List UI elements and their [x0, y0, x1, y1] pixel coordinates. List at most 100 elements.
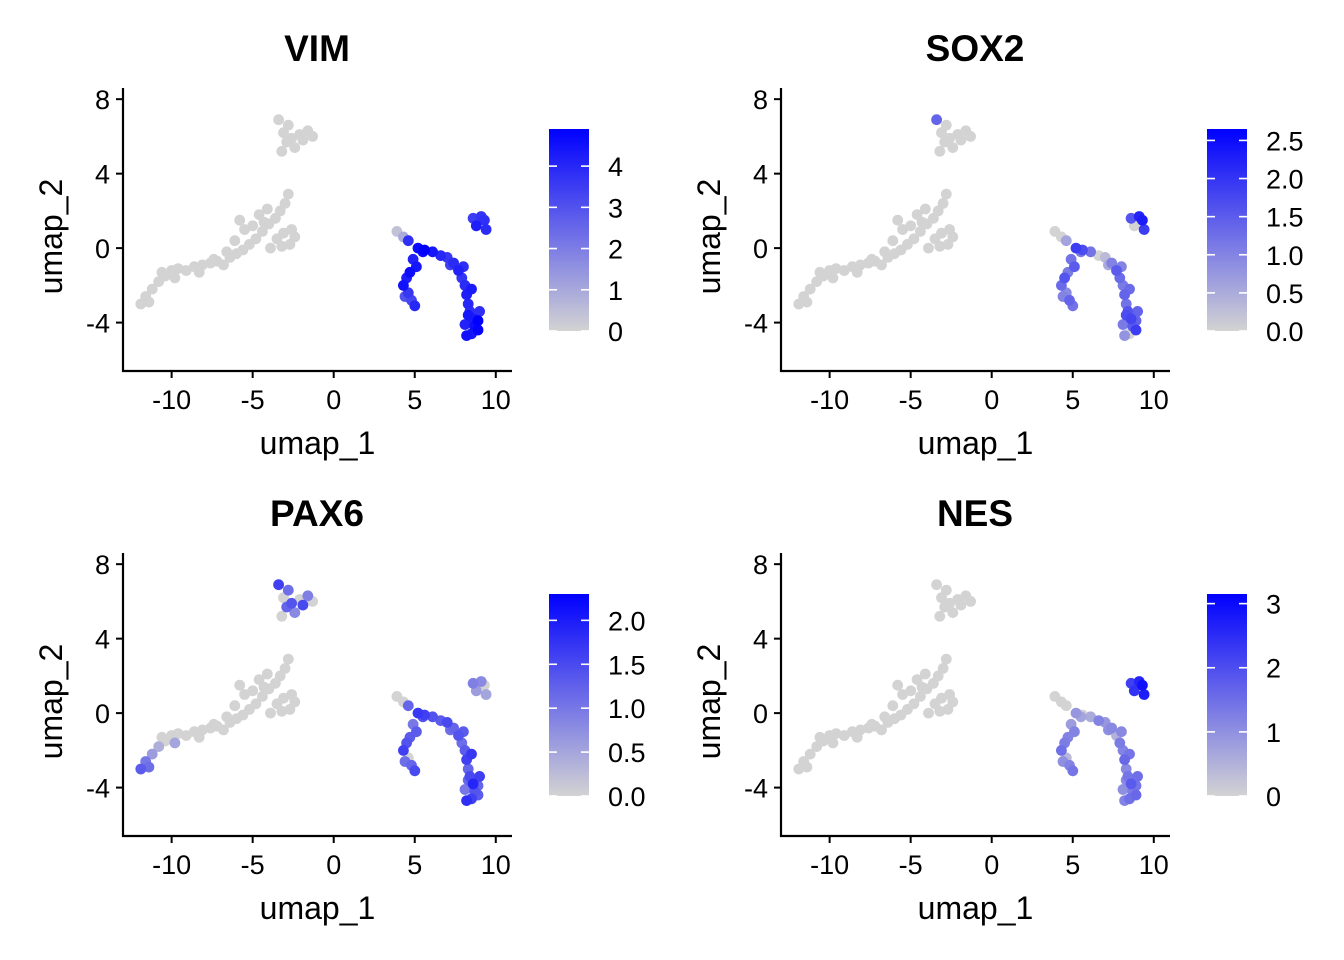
- data-point: [419, 244, 430, 256]
- data-point: [830, 263, 842, 274]
- data-point: [289, 142, 301, 154]
- data-point: [908, 233, 920, 245]
- y-tick-label: 4: [95, 625, 110, 655]
- data-point: [459, 784, 471, 795]
- data-point: [462, 309, 474, 321]
- data-point: [934, 705, 946, 717]
- data-point: [156, 731, 168, 743]
- data-point: [936, 127, 947, 139]
- data-point: [472, 324, 484, 336]
- data-point: [879, 246, 891, 258]
- data-point: [466, 748, 477, 760]
- data-point: [135, 763, 147, 775]
- colorbar: [549, 594, 589, 796]
- colorbar-tick-label: 1.0: [1266, 241, 1304, 271]
- data-point: [1119, 289, 1130, 301]
- data-point: [916, 681, 928, 693]
- data-point: [892, 679, 904, 691]
- data-point: [814, 731, 826, 743]
- data-point: [939, 136, 951, 148]
- data-point: [1119, 754, 1130, 766]
- data-point: [279, 198, 291, 209]
- data-point: [931, 114, 942, 126]
- data-point: [1070, 707, 1082, 719]
- data-point: [467, 677, 479, 689]
- data-point: [156, 266, 168, 278]
- y-tick-label: 4: [753, 160, 768, 190]
- x-tick-label: 10: [481, 850, 511, 880]
- data-point: [480, 689, 492, 700]
- data-point: [302, 590, 314, 602]
- data-point: [1138, 224, 1150, 235]
- data-point: [1060, 700, 1072, 712]
- data-point: [804, 283, 816, 295]
- data-point: [250, 233, 262, 245]
- colorbar-tick-label: 3: [608, 193, 623, 223]
- data-point: [947, 142, 959, 154]
- data-point: [1067, 765, 1079, 777]
- data-point: [281, 136, 293, 148]
- data-point: [172, 728, 184, 739]
- data-point: [897, 689, 908, 700]
- colorbar-tick-label: 2.0: [1266, 165, 1304, 195]
- data-point: [879, 711, 891, 723]
- y-tick-label: 8: [753, 550, 768, 580]
- data-point: [297, 134, 309, 146]
- x-axis-label: umap_1: [260, 890, 376, 926]
- colorbar-tick-label: 1.0: [608, 694, 646, 724]
- data-point: [944, 689, 955, 700]
- colorbar-tick-label: 2.5: [1266, 126, 1304, 156]
- y-axis-label: umap_2: [33, 179, 69, 295]
- data-point: [229, 235, 241, 247]
- x-tick-label: -10: [152, 850, 191, 880]
- data-point: [1137, 214, 1148, 226]
- y-axis-label: umap_2: [33, 644, 69, 760]
- data-point: [180, 265, 192, 276]
- colorbar-tick-label: 1: [608, 276, 623, 306]
- data-point: [461, 330, 472, 341]
- data-point: [480, 224, 492, 235]
- data-point: [887, 235, 899, 247]
- y-tick-label: 0: [753, 234, 768, 264]
- data-point: [169, 272, 181, 284]
- data-point: [866, 253, 878, 265]
- data-point: [146, 748, 158, 760]
- data-point: [474, 771, 485, 782]
- data-point: [936, 592, 947, 604]
- colorbar-tick-label: 0.5: [608, 738, 646, 768]
- data-point: [931, 579, 942, 591]
- data-point: [1125, 212, 1137, 224]
- colorbar-tick-label: 1: [1266, 718, 1281, 748]
- colorbar-tick-label: 1.5: [1266, 203, 1304, 233]
- data-point: [916, 216, 928, 228]
- data-point: [257, 691, 268, 702]
- data-point: [801, 296, 813, 308]
- colorbar-tick-label: 1.5: [608, 650, 646, 680]
- points-group: [793, 579, 1150, 806]
- data-point: [866, 718, 878, 730]
- data-point: [441, 717, 453, 728]
- data-point: [830, 728, 842, 739]
- data-point: [838, 265, 850, 276]
- data-point: [1117, 319, 1129, 330]
- data-point: [286, 597, 297, 609]
- data-point: [876, 259, 887, 271]
- data-point: [265, 707, 276, 719]
- data-point: [915, 226, 926, 237]
- colorbar: [549, 129, 589, 331]
- data-point: [1138, 689, 1150, 700]
- data-point: [278, 127, 289, 139]
- data-point: [1093, 715, 1105, 726]
- data-point: [474, 306, 485, 317]
- data-point: [934, 145, 946, 157]
- data-point: [172, 263, 184, 274]
- data-point: [273, 114, 284, 126]
- data-point: [940, 188, 952, 200]
- x-tick-label: -5: [899, 385, 923, 415]
- data-point: [908, 698, 920, 710]
- data-point: [887, 700, 899, 712]
- data-point: [218, 259, 229, 271]
- x-tick-label: -5: [899, 850, 923, 880]
- data-point: [804, 748, 816, 760]
- data-point: [193, 266, 205, 278]
